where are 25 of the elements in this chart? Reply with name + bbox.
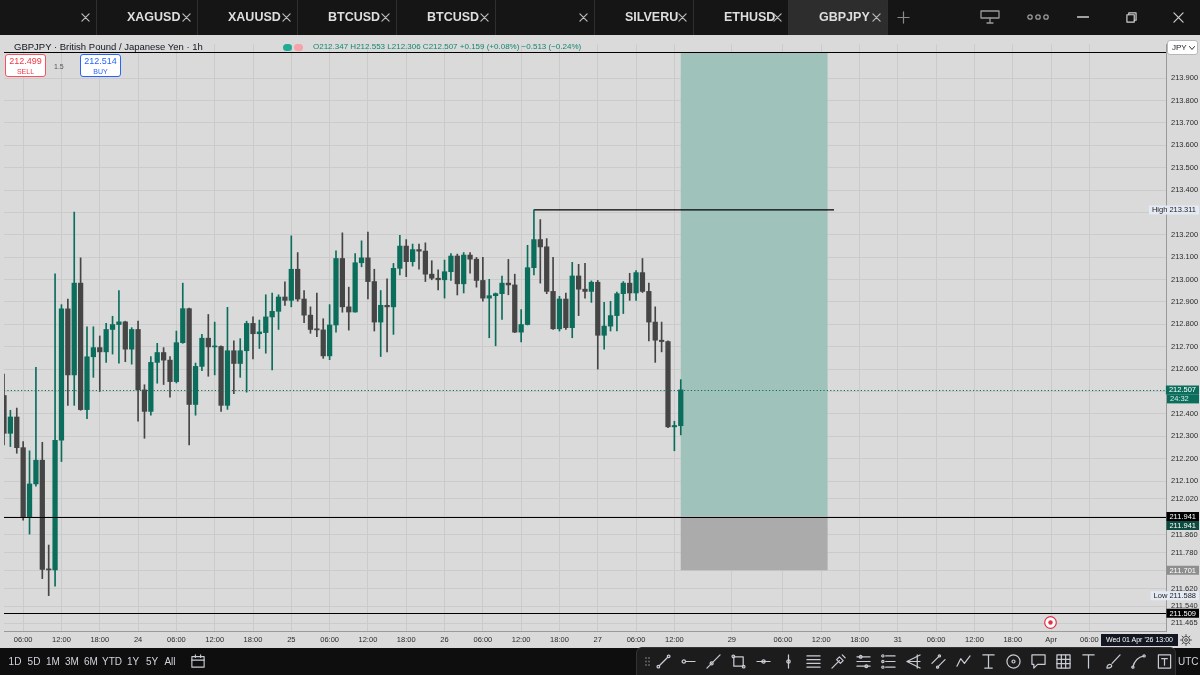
candlestick (378, 290, 384, 357)
candlestick (537, 219, 543, 284)
text: All (163, 656, 177, 668)
candlestick (282, 281, 288, 306)
tab: GBPJPY (789, 0, 888, 35)
candlestick (154, 343, 160, 384)
candlestick (601, 302, 607, 350)
text: YTD (101, 656, 123, 668)
text: 3M (64, 656, 80, 668)
text: 6M (83, 656, 99, 668)
candlestick (416, 243, 422, 270)
text: 5D (26, 656, 42, 668)
text: 1D (7, 656, 23, 668)
chart-subtitle: O212.347 H212.553 L212.306 C212.507 +0.159 (+0.08%) −0.513 (−0.24%) (313, 42, 582, 52)
candlestick (205, 314, 211, 377)
text: UTC (1178, 656, 1199, 668)
currency-button: JPY (1167, 40, 1198, 55)
candlestick (97, 335, 103, 392)
annotation: 212.499 (8, 56, 43, 67)
text: 1M (45, 656, 61, 668)
candlestick (384, 278, 390, 353)
annotation: 212.514 (83, 56, 118, 67)
text: 1Y (125, 656, 141, 668)
text: 5Y (144, 656, 160, 668)
chart-title: GBPJPY · British Pound / Japanese Yen · 1h (14, 41, 203, 53)
